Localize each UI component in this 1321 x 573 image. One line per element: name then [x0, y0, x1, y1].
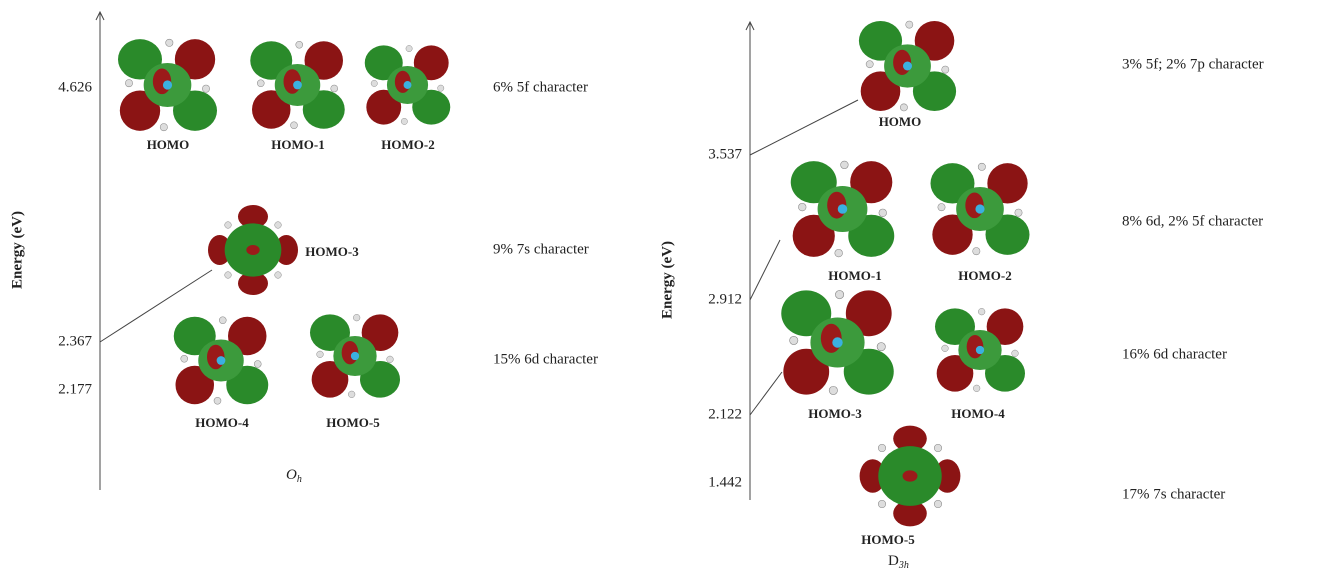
- orbital-image: [931, 163, 1030, 255]
- orbital-image: [310, 314, 400, 397]
- axis-label: Energy (eV): [659, 241, 675, 319]
- orbital-label: HOMO-5: [326, 415, 380, 430]
- orbital-image: [860, 426, 961, 527]
- orbital-label: HOMO-5: [861, 532, 915, 547]
- right-panel: Energy (eV) 3.537 2.912 2.122 1.442 HOMO…: [659, 21, 1263, 571]
- orbital-image: [935, 308, 1025, 391]
- energy-level: 2.177: [58, 381, 92, 397]
- symmetry-label: Oh: [286, 467, 302, 485]
- orbital-image: [365, 45, 451, 124]
- axis-label: Energy (eV): [9, 211, 25, 289]
- orbital-image: [174, 317, 269, 405]
- energy-level: 3.537: [708, 146, 742, 162]
- energy-level: 1.442: [708, 474, 742, 490]
- character-note: 15% 6d character: [493, 351, 598, 367]
- orbital-image: [118, 39, 217, 131]
- symmetry-label: D3h: [888, 553, 909, 571]
- orbital-label: HOMO-3: [808, 406, 862, 421]
- character-note: 17% 7s character: [1122, 486, 1225, 502]
- symmetry-sub: 3h: [898, 560, 909, 571]
- symmetry-main: D: [888, 553, 899, 569]
- orbital-label: HOMO-3: [305, 244, 359, 259]
- orbital-label: HOMO-2: [381, 137, 434, 152]
- orbital-label: HOMO: [879, 114, 922, 129]
- orbital-image: [781, 290, 894, 394]
- orbital-image: [208, 205, 298, 295]
- character-note: 6% 5f character: [493, 79, 588, 95]
- connector: [750, 372, 782, 415]
- character-note: 16% 6d character: [1122, 346, 1227, 362]
- character-note: 9% 7s character: [493, 241, 589, 257]
- figure: Energy (eV) 4.626 2.367 2.177 HOMO HOMO-…: [0, 0, 1321, 573]
- energy-level: 2.122: [708, 406, 742, 422]
- orbital-image: [791, 161, 895, 257]
- symmetry-main: O: [286, 467, 297, 483]
- energy-level: 2.912: [708, 291, 742, 307]
- orbital-label: HOMO-4: [195, 415, 249, 430]
- left-panel: Energy (eV) 4.626 2.367 2.177 HOMO HOMO-…: [9, 12, 598, 490]
- orbital-image: [250, 41, 345, 129]
- connector: [750, 100, 858, 155]
- energy-level: 4.626: [58, 79, 92, 95]
- character-note: 3% 5f; 2% 7p character: [1122, 56, 1264, 72]
- orbital-label: HOMO-2: [958, 268, 1011, 283]
- orbital-label: HOMO-1: [271, 137, 324, 152]
- symmetry-sub: h: [297, 474, 302, 485]
- orbital-label: HOMO-1: [828, 268, 881, 283]
- orbital-label: HOMO: [147, 137, 190, 152]
- orbital-image: [859, 21, 956, 111]
- character-note: 8% 6d, 2% 5f character: [1122, 213, 1263, 229]
- energy-level: 2.367: [58, 333, 92, 349]
- connector: [750, 240, 780, 300]
- orbital-label: HOMO-4: [951, 406, 1005, 421]
